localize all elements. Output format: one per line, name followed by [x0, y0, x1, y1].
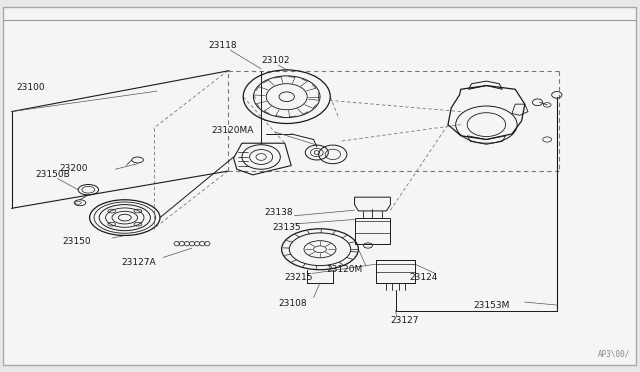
Text: 23127A: 23127A — [122, 258, 156, 267]
Text: 23118: 23118 — [208, 41, 237, 50]
Text: AP3\00/: AP3\00/ — [598, 350, 630, 359]
Text: 23100: 23100 — [16, 83, 45, 92]
Bar — [355, 218, 390, 244]
Text: 23108: 23108 — [278, 299, 307, 308]
Text: 23200: 23200 — [59, 164, 88, 173]
Text: 23124: 23124 — [410, 273, 438, 282]
Text: 23150: 23150 — [63, 237, 92, 246]
Text: 23150B: 23150B — [35, 170, 70, 179]
Text: 23120MA: 23120MA — [211, 126, 253, 135]
Text: 23215: 23215 — [285, 273, 314, 282]
Text: 23127: 23127 — [390, 316, 419, 325]
Text: 23120M: 23120M — [326, 265, 363, 274]
Text: 23138: 23138 — [264, 208, 293, 217]
Text: 23153M: 23153M — [474, 301, 510, 310]
Bar — [376, 260, 415, 283]
Text: 23135: 23135 — [272, 223, 301, 232]
Text: 23102: 23102 — [261, 56, 290, 65]
